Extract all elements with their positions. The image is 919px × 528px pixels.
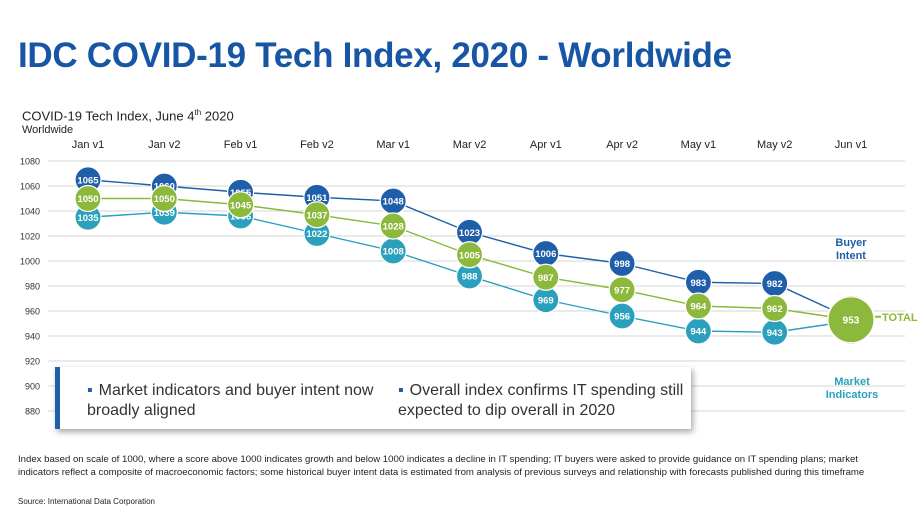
data-label: 1039 <box>154 208 175 219</box>
data-label: 1037 <box>306 210 327 221</box>
data-point <box>150 184 178 213</box>
data-label: 943 <box>767 328 783 339</box>
data-label: 982 <box>767 279 783 290</box>
data-label: 964 <box>690 302 707 313</box>
y-tick-label: 900 <box>25 382 40 392</box>
data-point <box>455 241 484 269</box>
data-label: 1050 <box>154 194 175 205</box>
x-tick-label: Apr v2 <box>606 139 638 151</box>
data-label: 1008 <box>383 247 404 258</box>
data-label: 1028 <box>383 222 404 233</box>
data-point <box>608 276 636 304</box>
y-tick-label: 980 <box>25 282 40 292</box>
y-tick-label: 880 <box>25 407 40 417</box>
data-point <box>684 292 713 320</box>
data-point <box>827 296 875 344</box>
data-point <box>761 294 789 323</box>
data-label: 1035 <box>77 213 99 224</box>
y-tick-label: 1080 <box>20 157 40 167</box>
x-tick-label: Feb v1 <box>224 139 258 151</box>
data-label: 962 <box>767 304 783 315</box>
x-tick-label: Jan v2 <box>148 139 180 151</box>
data-label: 953 <box>843 315 860 326</box>
y-tick-label: 1000 <box>20 257 40 267</box>
x-tick-label: Jan v1 <box>72 139 104 151</box>
callout-accent-bar <box>55 367 60 429</box>
x-tick-label: Mar v1 <box>376 139 410 151</box>
data-label: 983 <box>690 278 706 289</box>
data-point <box>74 184 102 213</box>
series-label-total: TOTAL <box>882 312 918 324</box>
data-label: 1051 <box>306 193 328 204</box>
data-point <box>227 191 255 219</box>
bullet-icon: ▪ <box>398 382 404 399</box>
series-label-market-indicators: Indicators <box>826 389 879 401</box>
bullet-icon: ▪ <box>87 382 93 399</box>
data-label: 956 <box>614 312 630 323</box>
callout-item-overall-index: ▪ Overall index confirms IT spending stil… <box>398 382 684 419</box>
data-label: 977 <box>614 285 630 296</box>
y-tick-label: 1060 <box>20 182 40 192</box>
x-tick-label: Jun v1 <box>835 139 867 151</box>
data-label: 1006 <box>535 249 556 260</box>
series-label-buyer-intent: Buyer <box>835 237 867 249</box>
data-label: 1005 <box>459 250 481 261</box>
y-tick-label: 960 <box>25 307 40 317</box>
y-tick-label: 1020 <box>20 232 40 242</box>
data-label: 1022 <box>306 229 327 240</box>
data-label: 969 <box>538 295 554 306</box>
data-label: 1045 <box>230 200 252 211</box>
chart-region: Worldwide <box>22 124 74 136</box>
series-label-market-indicators: Market <box>834 376 870 388</box>
data-point <box>532 263 560 291</box>
y-tick-label: 920 <box>25 357 40 367</box>
x-tick-label: May v1 <box>681 139 716 151</box>
source-note: Source: International Data Corporation <box>18 497 155 506</box>
data-label: 1048 <box>383 197 404 208</box>
x-tick-label: Feb v2 <box>300 139 334 151</box>
footnote: Index based on scale of 1000, where a sc… <box>18 454 865 478</box>
data-label: 998 <box>614 259 630 270</box>
page-title: IDC COVID-19 Tech Index, 2020 - Worldwid… <box>18 36 732 75</box>
series-label-buyer-intent: Intent <box>836 250 866 262</box>
data-label: 1065 <box>77 175 99 186</box>
callout-item-alignment: ▪ Market indicators and buyer intent now … <box>87 382 374 419</box>
data-label: 988 <box>462 272 478 283</box>
data-label: 987 <box>538 273 554 284</box>
data-label: 1023 <box>459 228 480 239</box>
data-point <box>303 201 331 229</box>
x-tick-label: Mar v2 <box>453 139 487 151</box>
chart-subtitle: COVID-19 Tech Index, June 4th 2020 <box>22 108 234 124</box>
x-tick-label: Apr v1 <box>530 139 562 151</box>
x-tick-label: May v2 <box>757 139 792 151</box>
data-label: 1050 <box>77 194 98 205</box>
key-takeaways-callout: ▪ Market indicators and buyer intent now … <box>55 367 691 429</box>
data-point <box>379 212 407 240</box>
data-label: 944 <box>690 327 707 338</box>
y-tick-label: 940 <box>25 332 40 342</box>
y-tick-label: 1040 <box>20 207 40 217</box>
